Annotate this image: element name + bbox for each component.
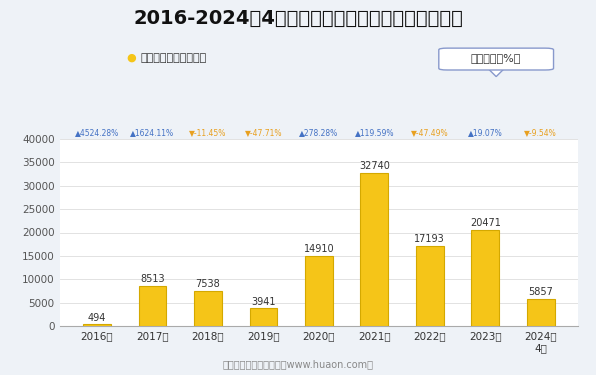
Text: 32740: 32740 <box>359 161 390 171</box>
Text: ▲4524.28%: ▲4524.28% <box>75 128 119 137</box>
Text: 2016-2024年4月郑州商品交易所锰硅期货成交金额: 2016-2024年4月郑州商品交易所锰硅期货成交金额 <box>133 9 463 28</box>
Text: 期货成交金额（亿元）: 期货成交金额（亿元） <box>141 53 207 63</box>
Text: ▲19.07%: ▲19.07% <box>468 128 502 137</box>
Bar <box>139 286 166 326</box>
Text: ▼-47.49%: ▼-47.49% <box>411 128 449 137</box>
Bar <box>250 308 277 326</box>
Bar <box>361 173 388 326</box>
Text: ▼-9.54%: ▼-9.54% <box>524 128 557 137</box>
Text: 同比增速（%）: 同比增速（%） <box>471 53 522 63</box>
Text: ▲1624.11%: ▲1624.11% <box>131 128 175 137</box>
Text: 制图：华经产业研究院（www.huaon.com）: 制图：华经产业研究院（www.huaon.com） <box>222 359 374 369</box>
Text: ▲119.59%: ▲119.59% <box>355 128 394 137</box>
Text: 7538: 7538 <box>195 279 221 289</box>
Text: ▼-11.45%: ▼-11.45% <box>190 128 226 137</box>
Text: 3941: 3941 <box>251 297 276 307</box>
Text: ▼-47.71%: ▼-47.71% <box>244 128 282 137</box>
Text: 20471: 20471 <box>470 218 501 228</box>
Text: 8513: 8513 <box>140 274 165 285</box>
Bar <box>194 291 222 326</box>
Text: 494: 494 <box>88 313 106 323</box>
Text: 14910: 14910 <box>303 244 334 255</box>
Bar <box>527 299 554 326</box>
Polygon shape <box>480 67 512 69</box>
FancyBboxPatch shape <box>439 48 554 70</box>
Text: 17193: 17193 <box>414 234 445 244</box>
Text: ▲278.28%: ▲278.28% <box>299 128 339 137</box>
Bar <box>305 256 333 326</box>
Bar <box>83 324 111 326</box>
Text: ●: ● <box>126 53 136 63</box>
Polygon shape <box>488 68 504 76</box>
Text: 5857: 5857 <box>528 287 553 297</box>
Bar <box>416 246 443 326</box>
Bar <box>471 230 499 326</box>
